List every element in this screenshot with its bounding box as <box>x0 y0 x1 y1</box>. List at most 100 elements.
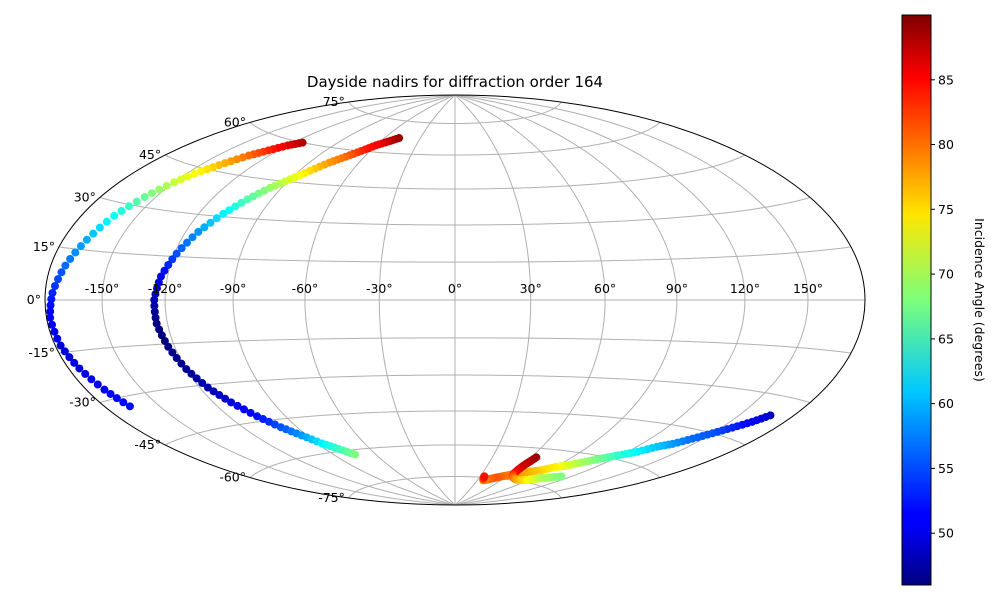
data-point <box>76 242 85 251</box>
latitude-tick-label: -30° <box>69 395 96 410</box>
data-point <box>168 348 177 357</box>
data-point <box>150 296 159 304</box>
data-point <box>93 380 102 389</box>
data-point <box>47 295 56 304</box>
parallel-line <box>164 154 746 190</box>
latitude-tick-label: 60° <box>224 115 246 130</box>
data-point <box>243 195 252 204</box>
data-point <box>162 181 171 190</box>
data-point <box>125 202 134 211</box>
parallel-line <box>164 410 746 446</box>
data-point <box>48 288 57 297</box>
data-point <box>56 341 65 350</box>
data-point <box>147 189 156 198</box>
data-point <box>227 398 236 407</box>
data-point <box>203 383 212 392</box>
data-point <box>82 235 91 244</box>
data-point <box>215 391 224 400</box>
data-point <box>66 254 75 263</box>
colorbar-tick-label: 80 <box>938 137 954 152</box>
colorbar-ticks: 50 55 60 65 70 75 80 85 <box>931 72 954 541</box>
longitude-tick-label: 150° <box>793 281 823 296</box>
data-point <box>172 354 181 363</box>
data-point <box>102 217 111 226</box>
latitude-tick-label: 15° <box>33 239 55 254</box>
latitude-tick-label: 75° <box>323 94 345 109</box>
data-point <box>89 229 98 238</box>
data-point <box>125 402 134 411</box>
latitude-tick-label: 0° <box>27 292 41 307</box>
data-point <box>480 472 489 481</box>
longitude-tick-labels: -150° -120° -90° -60° -30° 0° 30° 60° 90° 120° 150… <box>85 281 823 296</box>
data-point <box>225 206 234 215</box>
data-point <box>350 450 359 459</box>
data-point <box>160 266 169 275</box>
longitude-tick-label: 120° <box>730 281 760 296</box>
data-point <box>197 167 206 176</box>
data-point <box>172 249 181 258</box>
parallel-line <box>99 197 811 226</box>
data-point <box>51 282 59 290</box>
data-point <box>46 301 55 310</box>
data-point <box>206 218 215 227</box>
data-point <box>177 244 186 253</box>
data-point <box>57 268 66 277</box>
data-point <box>60 347 69 356</box>
data-point <box>187 369 196 378</box>
latitude-tick-label: -60° <box>219 470 246 485</box>
data-point <box>150 307 159 316</box>
colorbar-tick-label: 75 <box>938 202 954 217</box>
longitude-tick-label: -60° <box>292 281 319 296</box>
data-point <box>132 197 141 206</box>
latitude-tick-label: -15° <box>28 345 55 360</box>
latitude-tick-label: -75° <box>318 490 345 505</box>
data-point <box>95 223 104 232</box>
colorbar-tick-label: 50 <box>938 526 954 541</box>
colorbar-tick-label: 55 <box>938 461 954 476</box>
data-point <box>71 248 80 257</box>
latitude-tick-label: 45° <box>139 147 161 162</box>
data-point <box>219 209 228 218</box>
data-point <box>198 379 207 388</box>
data-point <box>168 255 177 264</box>
data-point <box>237 198 246 207</box>
data-point <box>188 233 197 242</box>
longitude-tick-label: -120° <box>148 281 183 296</box>
data-point <box>117 206 126 215</box>
data-point <box>177 359 186 368</box>
parallel-line <box>58 337 852 354</box>
latitude-tick-label: -45° <box>134 437 161 452</box>
data-point <box>61 261 70 270</box>
map-outline <box>44 94 866 506</box>
data-point <box>240 405 249 414</box>
data-point <box>112 394 121 403</box>
data-point <box>557 472 566 481</box>
longitude-tick-label: -30° <box>366 281 393 296</box>
data-point <box>106 389 115 398</box>
data-point <box>155 185 164 194</box>
data-point <box>200 223 209 232</box>
data-point <box>65 353 74 362</box>
data-point <box>46 313 55 322</box>
data-point <box>182 365 191 374</box>
chart-title: Dayside nadirs for diffraction order 164 <box>307 73 603 91</box>
data-point <box>81 369 90 378</box>
colorbar-label: Incidence Angle (degrees) <box>972 218 987 382</box>
data-point <box>176 175 185 184</box>
longitude-tick-label: -90° <box>220 281 247 296</box>
data-point <box>233 401 242 410</box>
colorbar-tick-label: 70 <box>938 267 954 282</box>
map-gridlines <box>45 95 865 505</box>
data-point <box>192 374 201 383</box>
latitude-tick-labels: 75° 60° 45° 30° 15° 0° -15° -30° -45° -60° -75° <box>27 94 345 505</box>
latitude-tick-label: 30° <box>74 190 96 205</box>
data-point <box>212 214 221 223</box>
data-point <box>87 375 96 384</box>
data-point <box>209 387 218 396</box>
data-point <box>231 202 240 211</box>
data-point <box>164 342 173 351</box>
longitude-tick-label: -150° <box>85 281 120 296</box>
data-point <box>194 227 203 236</box>
data-point <box>54 275 63 284</box>
